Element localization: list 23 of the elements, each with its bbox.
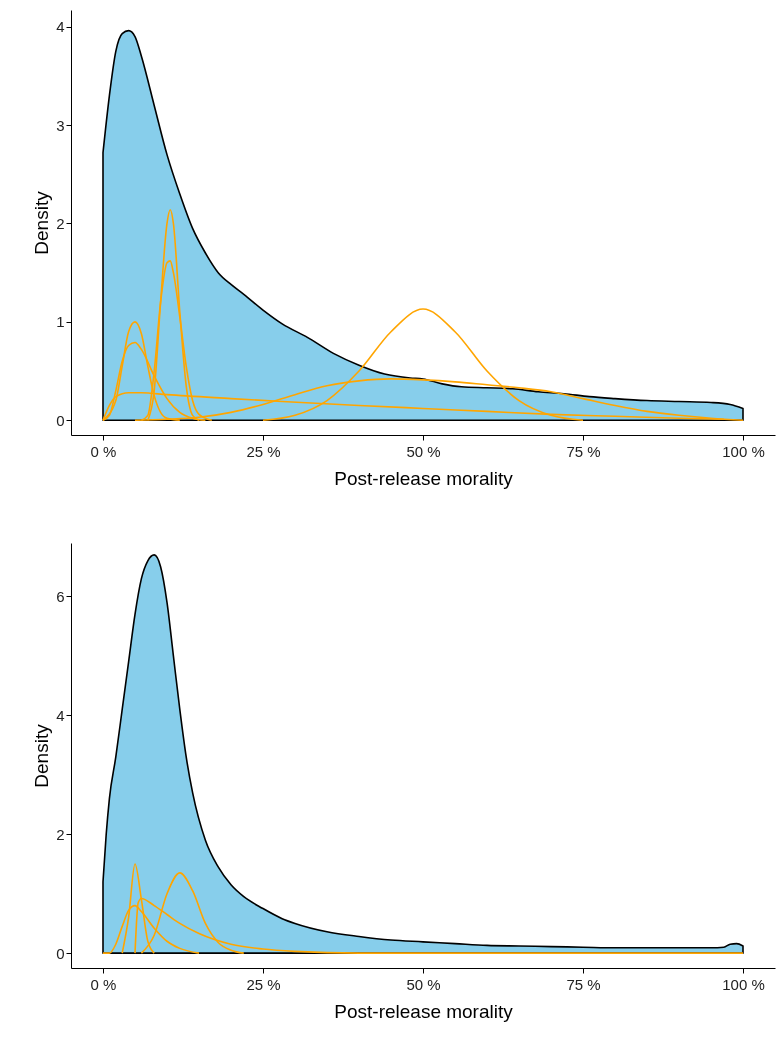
x-tick-label: 25 % [246, 975, 281, 993]
y-tick-label: 4 [56, 706, 65, 724]
y-tick-label: 0 [56, 411, 65, 429]
x-tick-label: 75 % [566, 975, 601, 993]
x-tick-label: 0 % [90, 975, 117, 993]
y-tick-label: 6 [56, 588, 65, 605]
x-axis-title: Post-release morality [334, 467, 514, 489]
x-tick-label: 50 % [406, 442, 441, 460]
y-tick-label: 0 [56, 944, 65, 962]
y-tick-label: 2 [56, 214, 65, 232]
y-tick-label: 2 [56, 825, 65, 843]
x-tick-label: 50 % [406, 975, 441, 993]
y-tick-label: 1 [56, 313, 65, 331]
x-tick-label: 100 % [722, 975, 765, 993]
x-tick-label: 100 % [722, 442, 765, 460]
y-axis-title: Density [31, 190, 53, 255]
y-axis-title: Density [31, 723, 53, 788]
x-tick-label: 75 % [566, 442, 601, 460]
y-tick-label: 3 [56, 116, 65, 134]
x-tick-label: 0 % [90, 442, 117, 460]
x-tick-label: 25 % [246, 442, 281, 460]
y-tick-label: 4 [56, 18, 65, 36]
x-axis-title: Post-release morality [334, 1000, 514, 1022]
